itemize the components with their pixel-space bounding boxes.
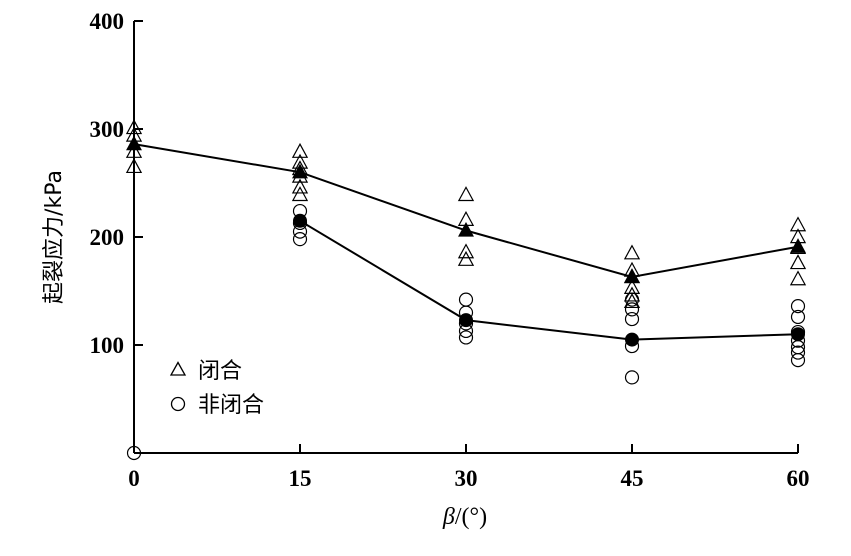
open-mean-point [293, 213, 307, 228]
open-mean-line [299, 219, 799, 341]
closed-data-point [125, 158, 143, 174]
y-tick-label: 200 [90, 225, 125, 250]
x-tick-label: 30 [455, 466, 478, 491]
y-tick-label: 400 [90, 9, 125, 34]
closed-mean-point [624, 268, 640, 284]
y-tick-label: 300 [90, 117, 125, 142]
closed-data-point [291, 142, 309, 158]
x-axis-symbol: β [442, 504, 455, 530]
open-data-point [624, 370, 640, 385]
legend-triangle-marker [169, 361, 187, 376]
closed-mean-line [133, 143, 799, 278]
x-tick-label: 15 [289, 466, 312, 491]
open-data-point [292, 232, 308, 247]
y-tick-label: 100 [90, 333, 125, 358]
closed-mean-point [126, 135, 142, 151]
ticks: 100 200 300 400 0 15 30 45 60 [90, 9, 810, 491]
open-data-point [624, 311, 640, 327]
x-axis-label: β/(°) [442, 504, 487, 530]
x-tick-label: 60 [787, 466, 810, 491]
axes [133, 21, 798, 454]
x-tick-label: 45 [621, 466, 644, 491]
mean-lines [133, 143, 799, 341]
open-data-point [126, 445, 142, 461]
open-data-point [624, 302, 640, 317]
closed-data-point [291, 186, 309, 202]
closed-data-point [623, 293, 641, 309]
open-data-point [790, 309, 806, 325]
open-data-point [458, 292, 474, 307]
y-axis-label: 起裂应力/kPa [42, 170, 67, 304]
open-data-point [458, 330, 474, 345]
closed-data-point [457, 250, 475, 266]
open-data-point [790, 299, 806, 314]
legend-label-open: 非闭合 [198, 393, 264, 418]
closed-data-point [623, 244, 641, 260]
closed-data-point [125, 119, 143, 135]
closed-data-point [291, 178, 309, 194]
open-mean-point [459, 313, 473, 328]
x-tick-label: 0 [128, 466, 140, 491]
open-data-point [624, 292, 640, 307]
closed-mean-point [458, 221, 474, 237]
open-data-point [790, 353, 806, 368]
legend: 闭合 非闭合 [169, 359, 264, 418]
data-points [125, 119, 807, 461]
closed-data-point [789, 270, 807, 286]
closed-mean-point [790, 238, 806, 253]
x-axis-unit: /(°) [455, 504, 487, 530]
legend-label-closed: 闭合 [198, 359, 242, 384]
closed-data-point [789, 254, 807, 270]
open-mean-point [791, 327, 805, 342]
open-data-point [790, 345, 806, 360]
legend-circle-marker [170, 396, 186, 412]
open-mean-point [625, 332, 639, 347]
closed-data-point [457, 186, 475, 202]
closed-data-point [125, 142, 143, 158]
closed-data-point [457, 243, 475, 259]
closed-mean-point [292, 163, 308, 179]
